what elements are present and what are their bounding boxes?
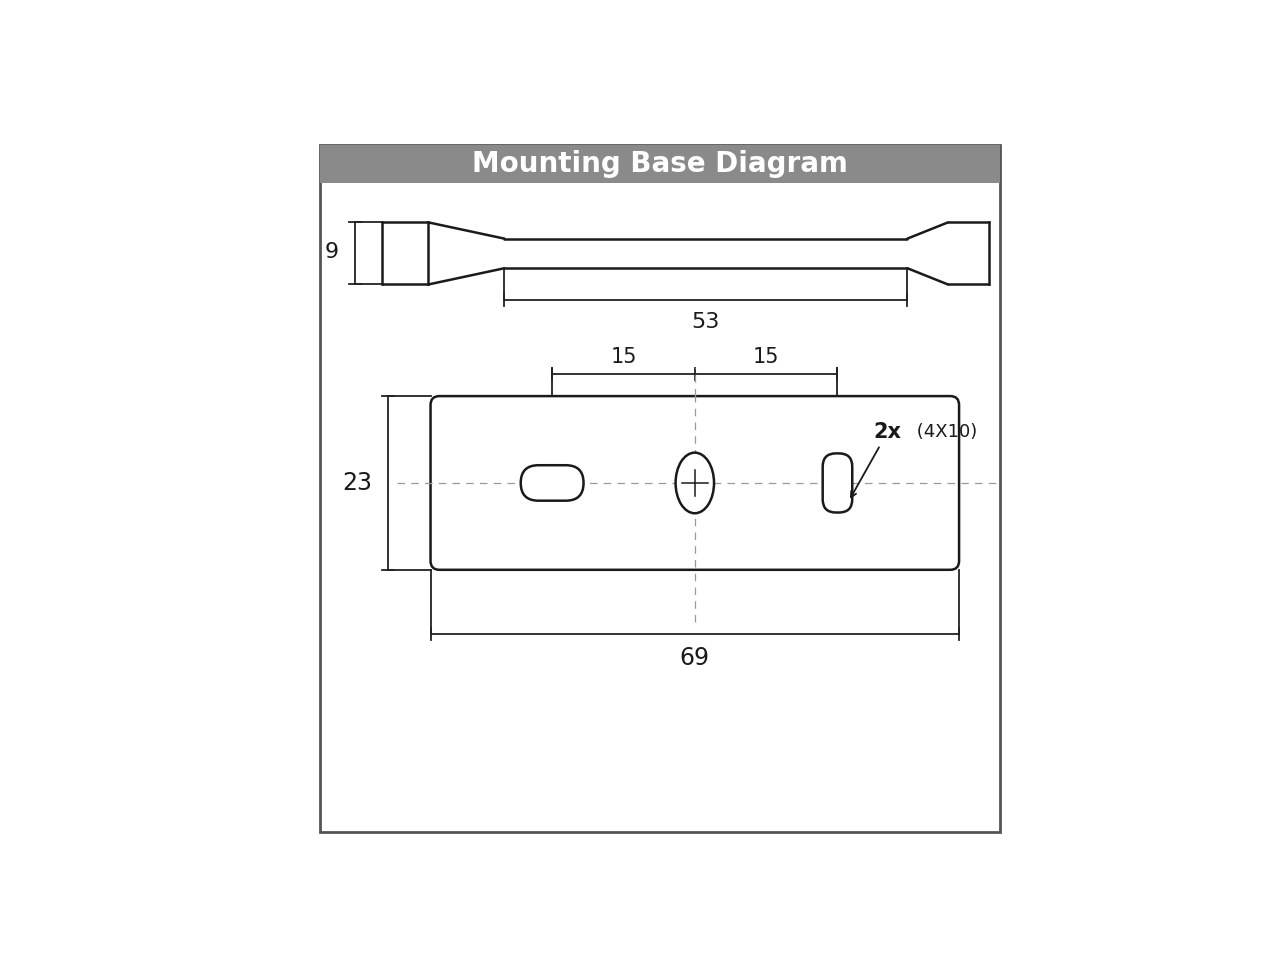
Text: 2x: 2x <box>873 421 901 442</box>
FancyBboxPatch shape <box>320 145 1000 183</box>
Text: 15: 15 <box>611 347 636 367</box>
Text: (4X10): (4X10) <box>911 422 978 441</box>
FancyBboxPatch shape <box>320 145 1000 832</box>
Text: 15: 15 <box>753 347 780 367</box>
Ellipse shape <box>676 453 714 514</box>
FancyBboxPatch shape <box>823 453 852 513</box>
FancyBboxPatch shape <box>521 466 584 501</box>
Text: 23: 23 <box>342 471 372 495</box>
Text: 69: 69 <box>680 646 710 670</box>
Text: Mounting Base Diagram: Mounting Base Diagram <box>472 150 847 178</box>
Text: 9: 9 <box>325 242 339 262</box>
Text: 53: 53 <box>691 312 721 332</box>
FancyBboxPatch shape <box>430 396 959 570</box>
